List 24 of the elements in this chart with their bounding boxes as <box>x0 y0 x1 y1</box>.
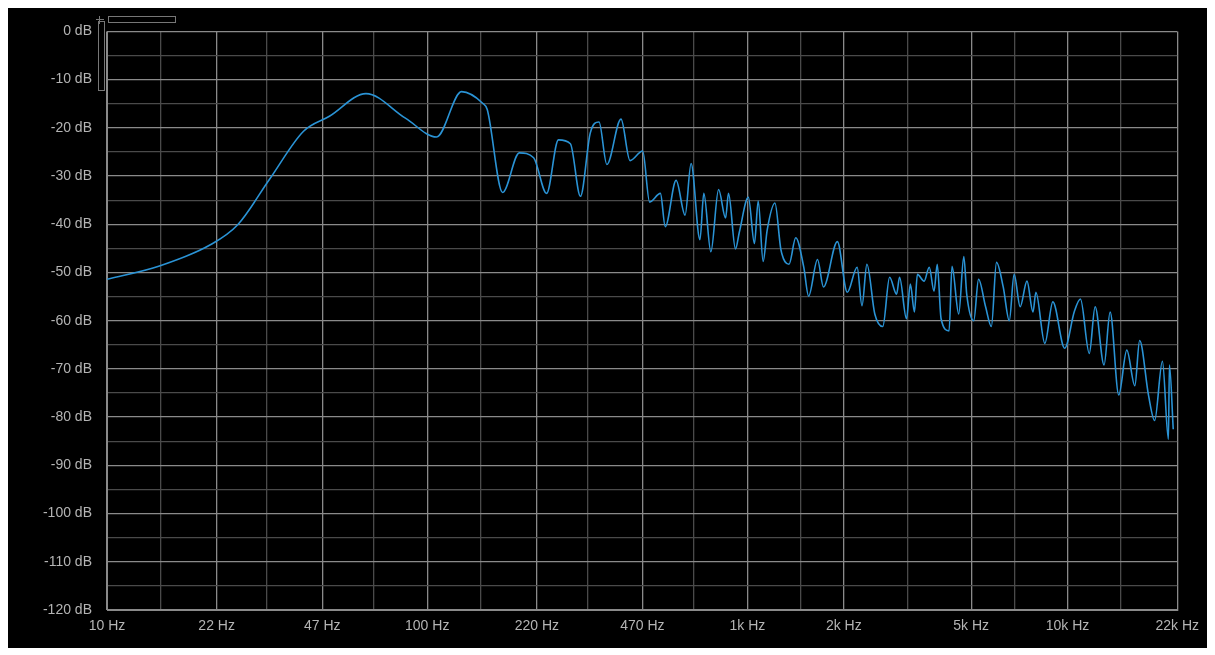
x-tick-label: 100 Hz <box>405 617 450 634</box>
x-tick-label: 22 Hz <box>198 617 235 634</box>
y-tick-label: -70 dB <box>50 359 92 376</box>
y-tick-label: -50 dB <box>50 263 92 280</box>
x-tick-label: 470 Hz <box>620 617 665 634</box>
y-tick-label: -40 dB <box>50 215 92 232</box>
x-tick-label: 5k Hz <box>953 617 990 634</box>
y-tick-label: 0 dB <box>63 22 92 39</box>
y-tick-label: -90 dB <box>50 456 92 473</box>
x-tick-label: 2k Hz <box>825 617 862 634</box>
y-tick-label: -120 dB <box>42 600 92 617</box>
y-tick-label: -30 dB <box>50 166 92 183</box>
y-tick-label: -60 dB <box>50 311 92 328</box>
x-tick-label: 10 Hz <box>88 617 126 634</box>
x-tick-label: 47 Hz <box>303 617 341 634</box>
x-tick-label: 22k Hz <box>1155 617 1199 634</box>
y-tick-label: -100 dB <box>42 504 92 521</box>
y-tick-label: -110 dB <box>44 552 92 569</box>
x-tick-label: 1k Hz <box>729 617 766 634</box>
x-tick-label: 220 Hz <box>514 617 560 634</box>
y-tick-label: -80 dB <box>50 407 92 424</box>
y-tick-label: -10 dB <box>50 70 92 87</box>
x-tick-label: 10k Hz <box>1045 617 1090 634</box>
y-tick-label: -20 dB <box>50 118 92 135</box>
